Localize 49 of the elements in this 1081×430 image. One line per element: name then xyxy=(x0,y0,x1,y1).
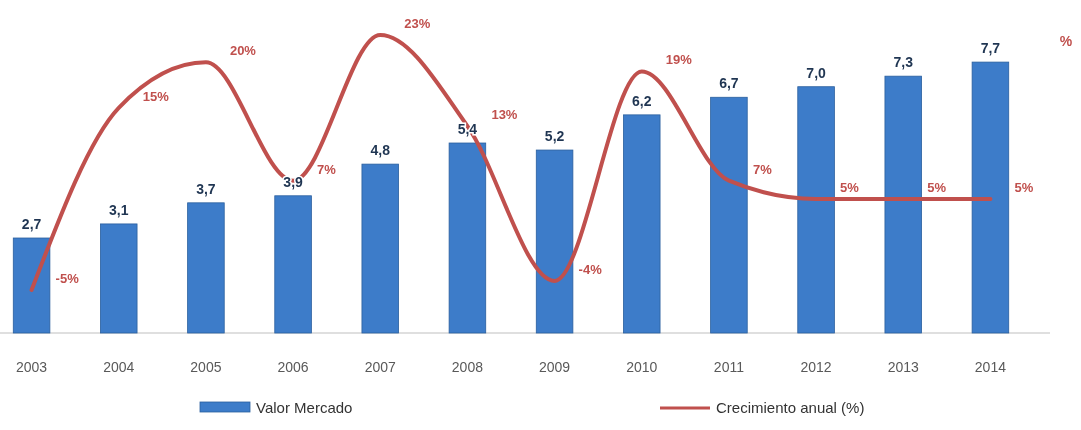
x-tick-label: 2011 xyxy=(713,359,745,375)
bar xyxy=(797,86,835,334)
data-label: 6,2 xyxy=(632,92,652,109)
data-label: 7,0 xyxy=(806,64,827,81)
bar xyxy=(710,96,748,334)
legend-label: Valor Mercado xyxy=(256,399,353,416)
bar xyxy=(448,142,487,334)
bar xyxy=(884,75,922,334)
legend-label: Crecimiento anual (%) xyxy=(716,399,865,416)
x-tick-label: 2008 xyxy=(451,359,484,375)
data-label: -5% xyxy=(55,271,80,286)
x-tick-label: 2014 xyxy=(974,359,1007,375)
data-label: 5,2 xyxy=(544,128,565,145)
x-tick-label: 2009 xyxy=(539,359,571,375)
data-label: 19% xyxy=(665,52,693,68)
x-tick-label: 2010 xyxy=(626,359,658,375)
bar xyxy=(274,195,312,334)
x-tick-label: 2006 xyxy=(277,359,309,375)
data-label: 3,1 xyxy=(109,201,129,218)
x-tick-label: 2005 xyxy=(190,359,222,375)
y2-axis-title: % xyxy=(1059,33,1073,49)
bar xyxy=(100,223,138,334)
data-label: 7% xyxy=(317,161,337,177)
x-tick-label: 2013 xyxy=(887,359,920,375)
x-tick-label: 2012 xyxy=(800,359,832,375)
data-label: 15% xyxy=(142,88,170,104)
data-label: 7,7 xyxy=(980,40,1001,57)
data-label: 5% xyxy=(840,179,860,195)
bar xyxy=(361,163,399,334)
data-label: 3,7 xyxy=(196,180,216,197)
x-tick-label: 2004 xyxy=(103,359,135,375)
data-label: 20% xyxy=(229,43,257,59)
bar xyxy=(12,237,51,334)
x-tick-label: 2007 xyxy=(364,359,397,375)
data-label: -4% xyxy=(578,261,603,277)
bar xyxy=(623,114,661,334)
bar xyxy=(535,149,574,334)
data-label: 2,7 xyxy=(21,216,42,233)
data-label: 6,7 xyxy=(719,75,739,92)
data-label: 7% xyxy=(752,161,773,177)
bar xyxy=(971,61,1010,334)
data-label: 7,3 xyxy=(893,54,914,71)
data-label: 4,8 xyxy=(370,142,391,159)
bar xyxy=(187,202,225,334)
data-label: 23% xyxy=(404,16,431,31)
data-label: 13% xyxy=(491,107,518,123)
x-tick-label: 2003 xyxy=(16,359,48,375)
data-label: 5% xyxy=(1014,179,1034,195)
data-label: 5% xyxy=(927,179,947,195)
